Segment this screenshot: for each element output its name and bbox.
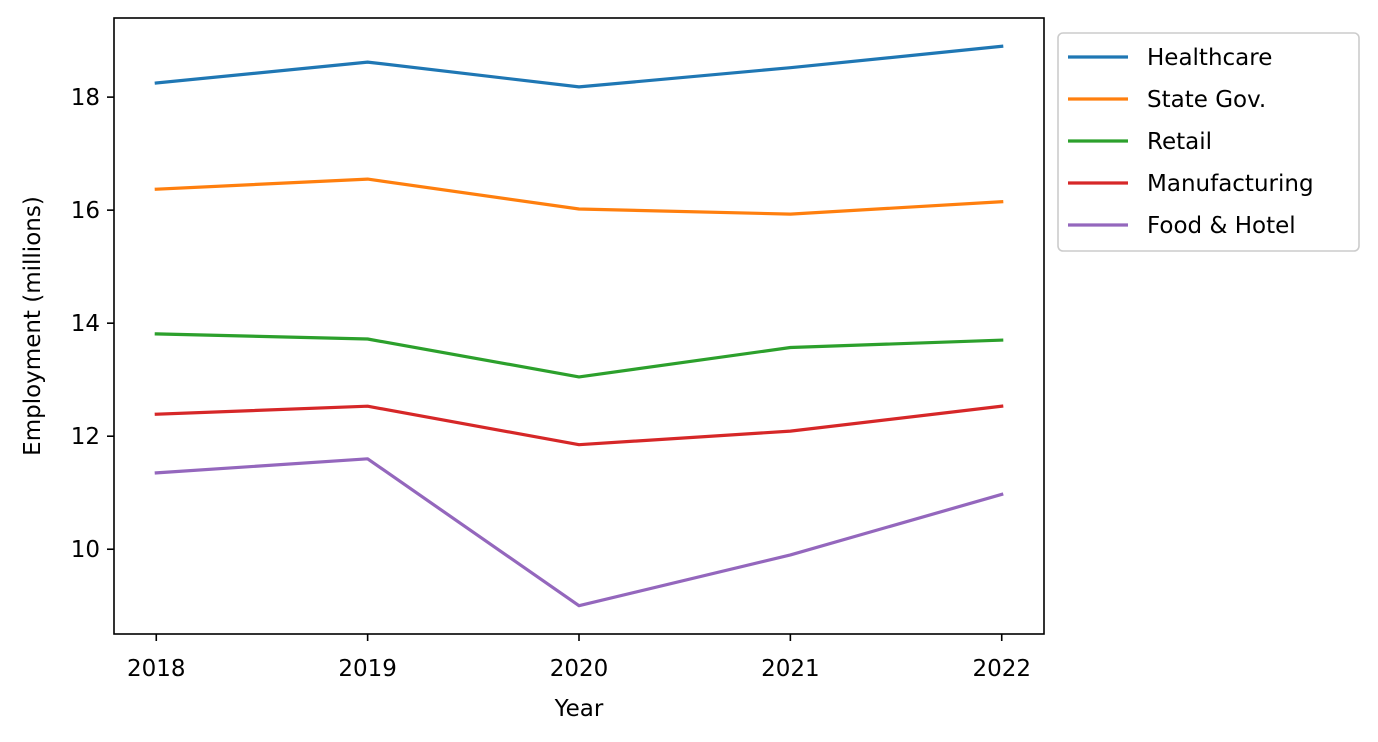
y-tick-label: 16: [71, 198, 100, 224]
y-tick-label: 18: [71, 85, 100, 111]
legend: Healthcare State Gov. Retail Manufacturing F…: [1057, 32, 1360, 252]
x-axis-label: Year: [554, 696, 604, 722]
y-axis: 10 12 14 16 18: [71, 85, 114, 563]
legend-items: Healthcare State Gov. Retail Manufacturing F…: [1068, 45, 1314, 239]
series-line-0: [154, 44, 1004, 89]
series-line-4: [154, 457, 1004, 608]
x-tick-label: 2019: [338, 656, 397, 682]
legend-frame: [1057, 32, 1360, 252]
x-tick-label: 2018: [127, 656, 186, 682]
legend-label: Retail: [1147, 129, 1212, 155]
y-tick-label: 10: [71, 537, 100, 563]
x-tick-label: 2020: [550, 656, 609, 682]
series-line-2: [154, 332, 1004, 379]
x-axis: 2018 2019 2020 2021 2022: [127, 634, 1031, 682]
legend-label: Healthcare: [1147, 45, 1272, 71]
series-layer: [154, 44, 1004, 608]
legend-label: Manufacturing: [1147, 171, 1314, 197]
series-line-3: [154, 404, 1004, 447]
plot-area-frame: [113, 17, 1045, 635]
legend-label: Food & Hotel: [1147, 213, 1296, 239]
y-tick-label: 12: [71, 424, 100, 450]
series-line-1: [154, 177, 1004, 216]
y-axis-label: Employment (millions): [20, 196, 46, 456]
legend-label: State Gov.: [1147, 87, 1266, 113]
x-tick-label: 2022: [972, 656, 1031, 682]
y-tick-label: 14: [71, 311, 100, 337]
x-tick-label: 2021: [761, 656, 820, 682]
